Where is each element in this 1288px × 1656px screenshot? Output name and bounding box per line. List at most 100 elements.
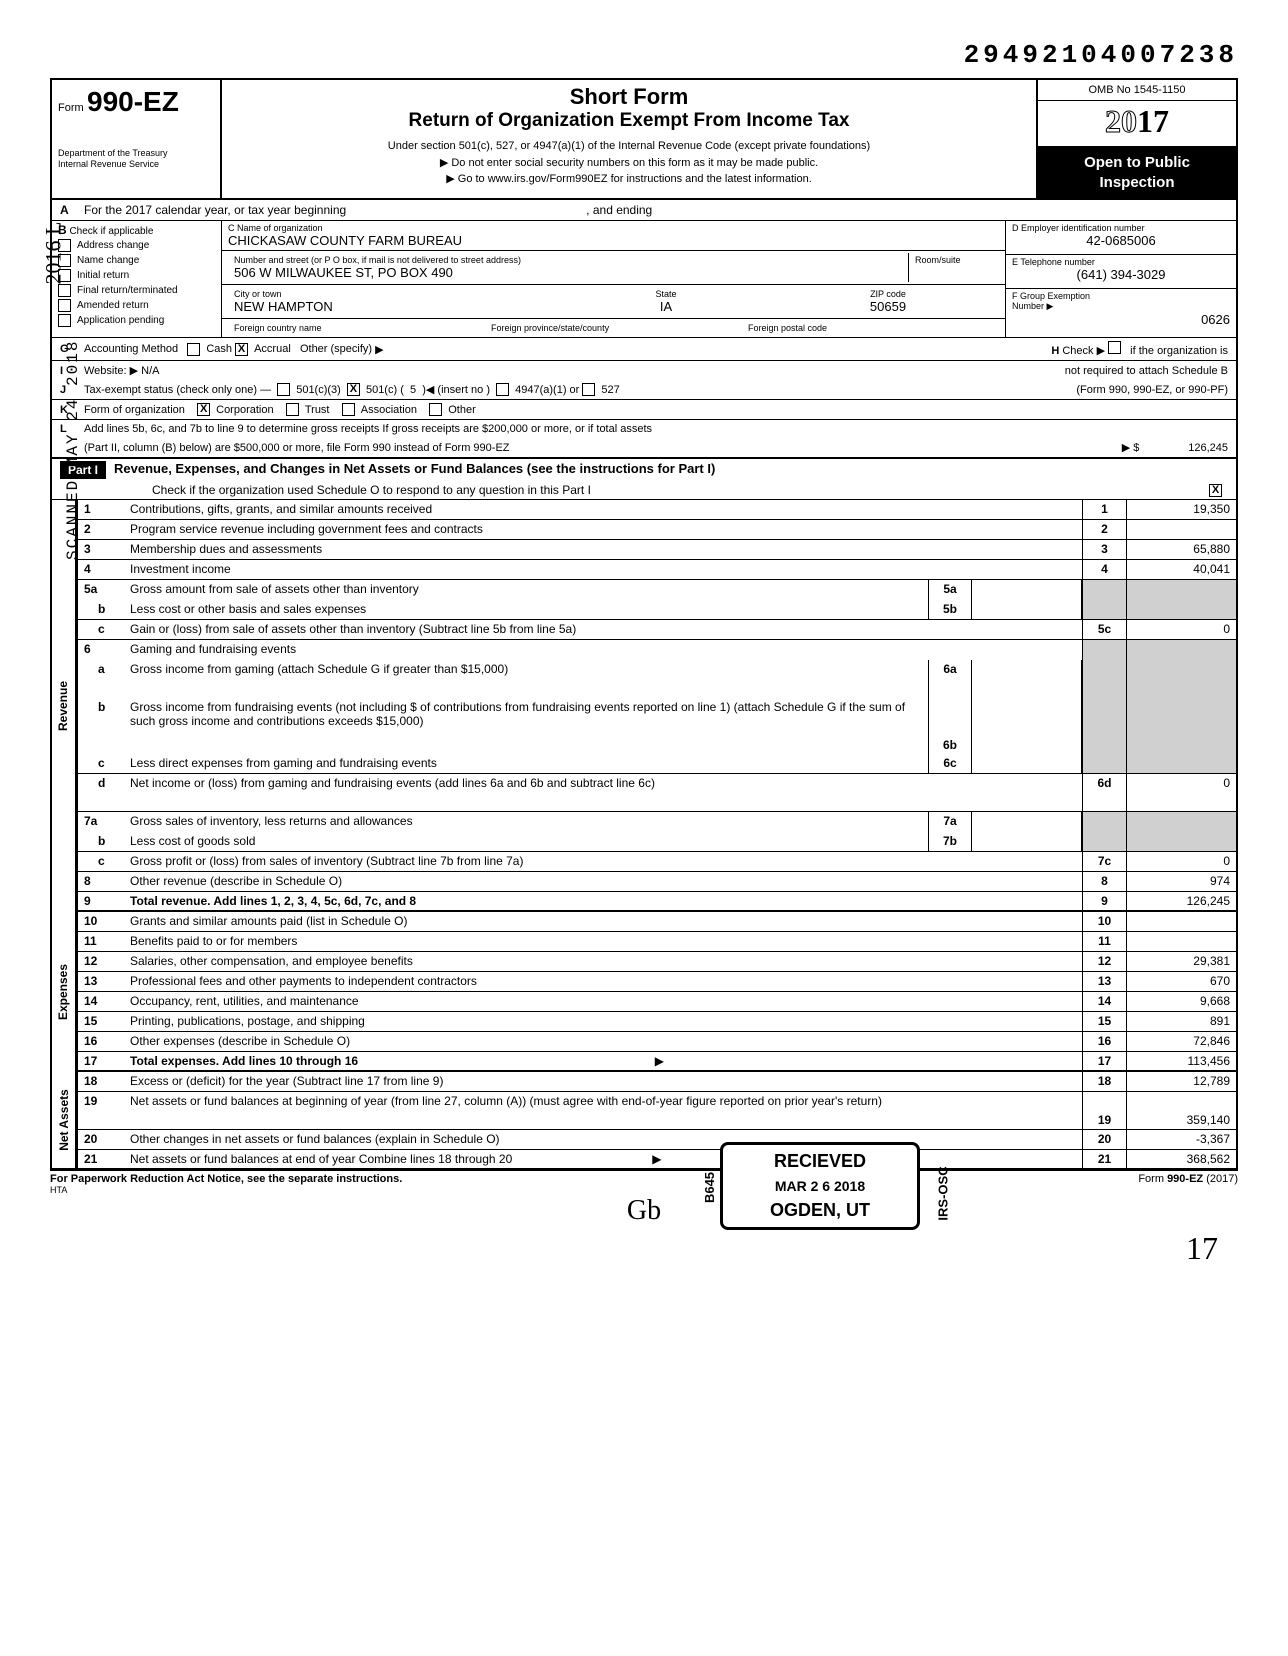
hta: HTA [50,1185,1238,1195]
line-7a: 7aGross sales of inventory, less returns… [76,812,1238,832]
line-9-box: 9 [1082,892,1126,910]
subtitle-2-text: Do not enter social security numbers on … [451,157,818,169]
gross-receipts: 126,245 [1188,442,1228,454]
header-right: OMB No 1545-1150 20201717 Open to Public… [1036,80,1236,198]
line-2-desc: Program service revenue including govern… [126,520,1082,539]
cb-initial[interactable]: Initial return [58,269,215,282]
501c-num: 5 [410,384,416,396]
line-14-num: 14 [78,992,126,1011]
cb-other[interactable] [429,403,442,416]
subtitle-1: Under section 501(c), 527, or 4947(a)(1)… [232,138,1026,155]
line-9-num: 9 [78,892,126,910]
501c-label: 501(c) ( [366,384,404,396]
city-value: NEW HAMPTON [234,299,549,314]
form-page: 2016 L SCANNED MAY 24 2018 2949210400723… [50,40,1238,1227]
cb-final[interactable]: Final return/terminated [58,284,215,297]
title-return: Return of Organization Exempt From Incom… [232,110,1026,132]
line-6a: aGross income from gaming (attach Schedu… [76,660,1238,698]
line-3-val: 65,880 [1126,540,1236,559]
line-12: 12Salaries, other compensation, and empl… [76,952,1238,972]
sidebar-revenue-text: Revenue [57,681,71,731]
received-stamp: RECIEVED MAR 2 6 2018 OGDEN, UT [720,1142,920,1230]
website-value: N/A [141,365,159,377]
letter-a: A [60,203,84,217]
line-4-num: 4 [78,560,126,579]
cb-trust[interactable] [286,403,299,416]
foreign-post-label: Foreign postal code [748,323,993,333]
line-6b: bGross income from fundraising events (n… [76,698,1238,754]
line-7c-val: 0 [1126,852,1236,871]
ein-value: 42-0685006 [1012,233,1230,248]
cb-initial-label: Initial return [77,270,129,281]
open-to-public: Open to Public [1042,153,1232,173]
line-6-desc: Gaming and fundraising events [126,640,1082,660]
line-12-box: 12 [1082,952,1126,971]
line-5c-num: c [78,620,126,639]
line-7b: bLess cost of goods sold7b [76,832,1238,852]
line-11: 11Benefits paid to or for members11 [76,932,1238,952]
form-number: 990-EZ [87,86,179,117]
cb-accrual[interactable]: X [235,343,248,356]
line-4-val: 40,041 [1126,560,1236,579]
cb-corp[interactable]: X [197,403,210,416]
line-7c-num: c [78,852,126,871]
revenue-section: Revenue 1Contributions, gifts, grants, a… [50,500,1238,912]
line-12-num: 12 [78,952,126,971]
cb-527[interactable] [582,383,595,396]
cb-501c[interactable]: X [347,383,360,396]
addr-label: Number and street (or P O box, if mail i… [234,255,902,265]
other-specify: Other (specify) [300,343,372,355]
cb-sched-o[interactable]: X [1209,484,1222,497]
line-6d: dNet income or (loss) from gaming and fu… [76,774,1238,812]
line-20: 20Other changes in net assets or fund ba… [76,1130,1238,1150]
line-6c-mid: 6c [928,754,972,773]
cb-name[interactable]: Name change [58,254,215,267]
line-16: 16Other expenses (describe in Schedule O… [76,1032,1238,1052]
cb-cash[interactable] [187,343,200,356]
cb-amended[interactable]: Amended return [58,299,215,312]
line-11-box: 11 [1082,932,1126,951]
tax-exempt-label: Tax-exempt status (check only one) — [84,384,271,396]
zip-label: ZIP code [783,289,993,299]
line-2-num: 2 [78,520,126,539]
line-2-box: 2 [1082,520,1126,539]
line-13-desc: Professional fees and other payments to … [126,972,1082,991]
line-5a: 5aGross amount from sale of assets other… [76,580,1238,600]
cb-501c3[interactable] [277,383,290,396]
line-13-val: 670 [1126,972,1236,991]
netassets-section: Net Assets 18Excess or (deficit) for the… [50,1072,1238,1170]
line-19-box: 19 [1082,1092,1126,1129]
grp-label: F Group Exemption Number ▶ [1012,291,1230,312]
line-8-val: 974 [1126,872,1236,891]
cb-sched-b[interactable] [1108,341,1121,354]
line-21-desc: Net assets or fund balances at end of ye… [126,1150,1082,1168]
state-label: State [561,289,771,299]
line-8: 8Other revenue (describe in Schedule O)8… [76,872,1238,892]
sidebar-netassets-text: Net Assets [57,1089,71,1151]
line-8-box: 8 [1082,872,1126,891]
line-21-desc-text: Net assets or fund balances at end of ye… [130,1152,512,1166]
tax-year: 20201717 [1038,101,1236,147]
line-15-box: 15 [1082,1012,1126,1031]
line-6-num: 6 [78,640,126,660]
omb-number: OMB No 1545-1150 [1038,80,1236,101]
line-5c: cGain or (loss) from sale of assets othe… [76,620,1238,640]
row-j: J Tax-exempt status (check only one) — 5… [50,380,1238,400]
letter-h: H [1051,345,1059,357]
line-11-val [1126,932,1236,951]
line-9-desc: Total revenue. Add lines 1, 2, 3, 4, 5c,… [126,892,1082,910]
expenses-section: Expenses 10Grants and similar amounts pa… [50,912,1238,1072]
cb-address[interactable]: Address change [58,239,215,252]
form-990-text: (Form 990, 990-EZ, or 990-PF) [1076,384,1228,396]
cb-4947[interactable] [496,383,509,396]
sidebar-netassets: Net Assets [50,1072,76,1170]
ein-row: D Employer identification number 42-0685… [1006,221,1236,255]
cb-assoc[interactable] [342,403,355,416]
cb-pending[interactable]: Application pending [58,314,215,327]
line-2: 2Program service revenue including gover… [76,520,1238,540]
line-17-desc: Total expenses. Add lines 10 through 16 … [126,1052,1082,1070]
4947-label: 4947(a)(1) or [515,384,579,396]
handwritten-year: 2016 L [40,222,66,285]
line-1-val: 19,350 [1126,500,1236,519]
org-name: CHICKASAW COUNTY FARM BUREAU [228,233,999,248]
